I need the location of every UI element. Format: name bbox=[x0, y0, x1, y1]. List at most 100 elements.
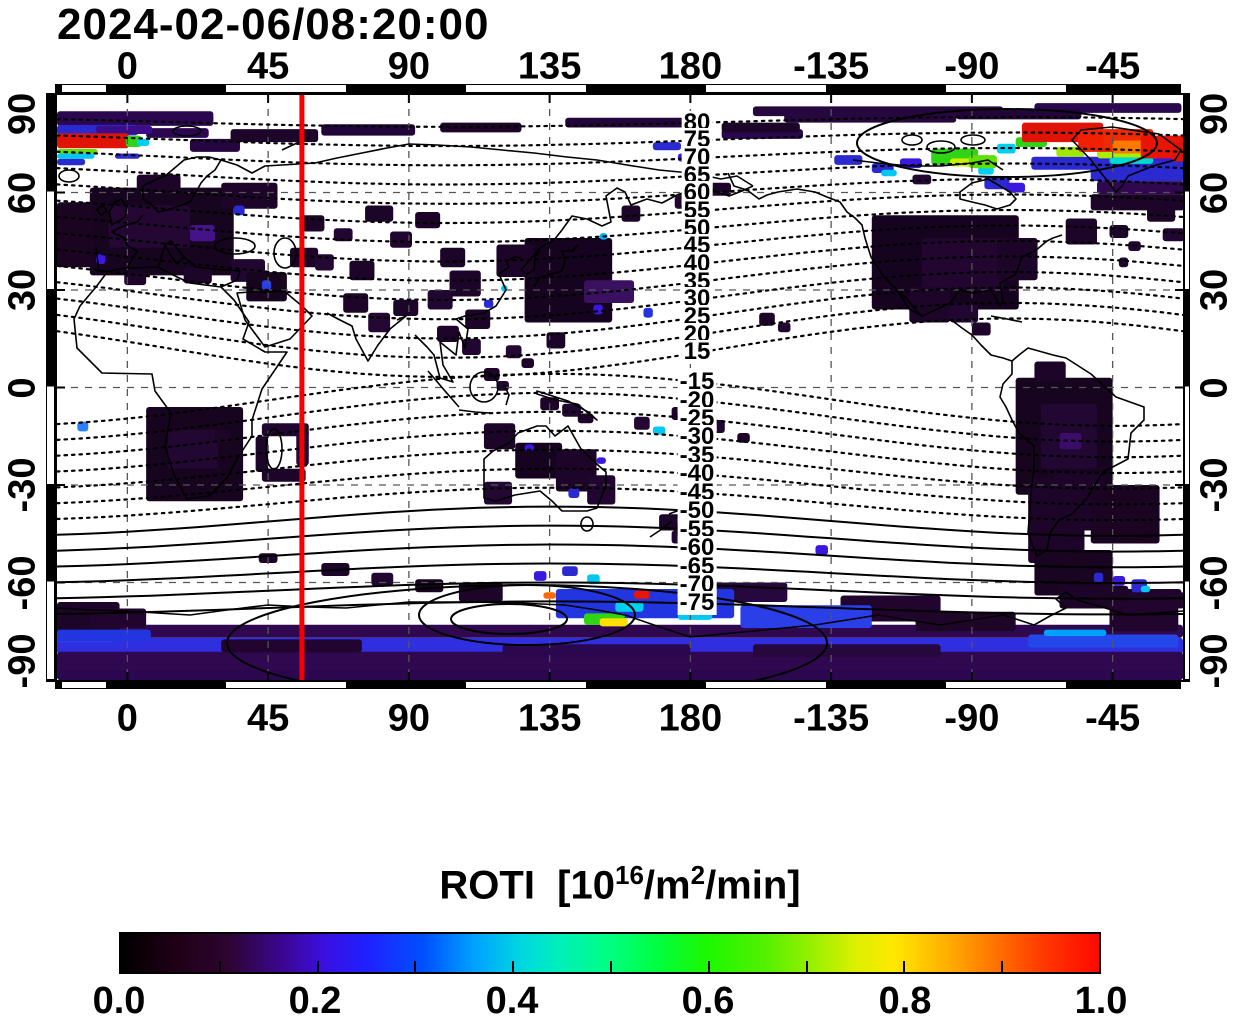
roti-cell bbox=[740, 605, 872, 628]
roti-cell bbox=[634, 416, 650, 430]
roti-cell bbox=[568, 488, 580, 498]
coastline bbox=[236, 290, 313, 348]
roti-cell bbox=[57, 153, 95, 159]
colorbar-tick-label: 1.0 bbox=[1074, 980, 1128, 1022]
roti-cell bbox=[621, 205, 641, 222]
map-plot-area: 80 75 70 65 60 55 50 45 40 35 30 25 20 15 -15 -20 -25 -30… bbox=[55, 93, 1185, 682]
magnetic-contour-dotted bbox=[57, 391, 1183, 443]
colorbar-title-mid: /m bbox=[643, 863, 691, 908]
magnetic-contour-dotted bbox=[57, 372, 1183, 428]
roti-cell bbox=[1034, 550, 1113, 596]
graticule-layer bbox=[57, 95, 1183, 680]
coastline-island bbox=[265, 428, 283, 470]
roti-cell bbox=[721, 122, 800, 133]
colorbar-minor-tick bbox=[1001, 961, 1003, 972]
colorbar-minor-tick bbox=[806, 961, 808, 972]
lat-tick-label-left: 60 bbox=[1, 171, 44, 214]
coastline-island bbox=[469, 371, 499, 403]
roti-cell bbox=[834, 155, 863, 165]
lon-tick-label-top: -45 bbox=[1085, 45, 1141, 88]
lat-tick-label-right: -60 bbox=[1193, 555, 1236, 610]
lon-tick-label-top: 180 bbox=[658, 45, 723, 88]
lat-tick-label-right: 90 bbox=[1193, 92, 1236, 136]
roti-cell bbox=[634, 590, 650, 599]
coastline-island bbox=[214, 237, 256, 255]
magnetic-latitude-label: 15 bbox=[681, 338, 713, 365]
colorbar-minor-tick bbox=[610, 961, 612, 972]
magnetic-contour-dotted bbox=[57, 486, 1183, 522]
coastline-island bbox=[901, 134, 923, 146]
south-pole-contour-oval bbox=[418, 584, 636, 646]
roti-cell bbox=[57, 111, 214, 126]
colorbar-minor-tick bbox=[903, 961, 905, 972]
roti-cell bbox=[524, 444, 534, 451]
roti-cell bbox=[1043, 629, 1107, 637]
roti-cell bbox=[57, 148, 98, 154]
magnetic-contour-dotted bbox=[57, 146, 1183, 167]
roti-cell bbox=[1096, 181, 1183, 195]
coastline bbox=[1071, 126, 1182, 193]
coastline-island bbox=[926, 140, 956, 154]
magnetic-contour-dotted bbox=[57, 429, 1183, 475]
magnetic-contour-dotted bbox=[57, 208, 1183, 244]
magnetic-contour-dotted bbox=[57, 131, 1183, 148]
roti-cell bbox=[1109, 602, 1179, 632]
roti-cell bbox=[233, 205, 245, 216]
roti-cell bbox=[1112, 576, 1126, 586]
zebra-frame-left bbox=[46, 93, 55, 682]
lon-tick-label-bottom: 135 bbox=[517, 697, 582, 740]
roti-cell bbox=[415, 579, 444, 593]
zebra-frame-top bbox=[55, 84, 1181, 93]
coastline bbox=[96, 204, 108, 216]
colorbar-title: ROTI [1016/m2/min] bbox=[0, 860, 1240, 908]
roti-cell bbox=[737, 433, 750, 443]
timestamp-title: 2024-02-06/08:20:00 bbox=[57, 0, 490, 49]
roti-cell bbox=[599, 618, 628, 627]
roti-cell bbox=[815, 545, 828, 555]
roti-cell bbox=[390, 231, 413, 248]
roti-cell bbox=[321, 124, 416, 136]
overlay-layer bbox=[299, 95, 305, 680]
magnetic-contour-solid bbox=[57, 505, 1183, 537]
roti-cell bbox=[136, 174, 181, 191]
roti-cell bbox=[57, 629, 151, 641]
lat-tick-label-right: -30 bbox=[1193, 457, 1236, 513]
lat-tick-label-left: 90 bbox=[1, 92, 44, 136]
roti-cell bbox=[921, 238, 1004, 290]
lon-tick-label-bottom: -45 bbox=[1085, 697, 1141, 740]
coastline bbox=[921, 234, 1063, 317]
world-map-canvas bbox=[57, 95, 1183, 680]
roti-cell bbox=[1028, 478, 1085, 563]
lat-tick-label-right: 60 bbox=[1193, 171, 1236, 214]
roti-cell bbox=[57, 670, 1183, 680]
roti-cell bbox=[1028, 634, 1179, 648]
roti-cell bbox=[546, 332, 566, 349]
coastline bbox=[483, 425, 607, 512]
roti-cell bbox=[515, 442, 563, 479]
magnetic-contour-dotted bbox=[57, 193, 1183, 225]
roti-cell bbox=[57, 202, 95, 268]
roti-cell bbox=[777, 322, 791, 333]
roti-cell bbox=[562, 403, 581, 417]
roti-cell bbox=[562, 566, 578, 576]
coastline bbox=[57, 591, 1183, 638]
colorbar-minor-tick bbox=[317, 961, 319, 972]
magnetic-contour-dotted bbox=[57, 162, 1183, 186]
lat-tick-label-left: 0 bbox=[1, 376, 44, 399]
coastline bbox=[536, 390, 598, 421]
roti-cell bbox=[77, 421, 89, 432]
roti-cell bbox=[593, 304, 603, 315]
lon-tick-label-bottom: -135 bbox=[793, 697, 870, 740]
roti-cell bbox=[440, 122, 522, 133]
roti-cell bbox=[261, 280, 272, 290]
magnetic-contour-dotted bbox=[57, 255, 1183, 302]
colorbar-title-exp1: 16 bbox=[614, 860, 644, 890]
roti-cell bbox=[912, 174, 932, 185]
roti-cell bbox=[533, 571, 547, 581]
roti-cell bbox=[1140, 585, 1151, 593]
colorbar-minor-tick bbox=[708, 961, 710, 972]
roti-cell bbox=[189, 138, 240, 152]
lat-tick-label-right: -90 bbox=[1193, 633, 1236, 689]
coastline bbox=[999, 347, 1145, 557]
coastline bbox=[73, 270, 288, 500]
